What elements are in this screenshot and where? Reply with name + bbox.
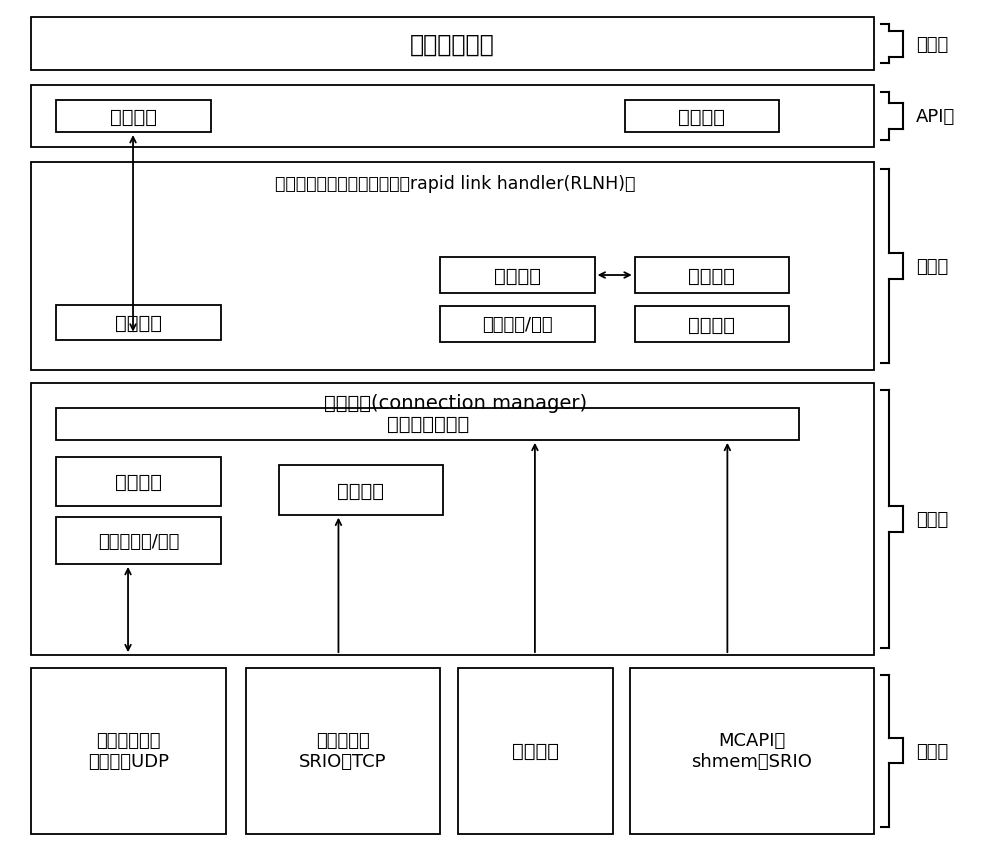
Text: 链接层: 链接层 — [916, 742, 948, 760]
FancyBboxPatch shape — [31, 383, 874, 655]
FancyBboxPatch shape — [56, 518, 221, 564]
FancyBboxPatch shape — [56, 408, 799, 440]
Text: MCAPI：
shmem、SRIO: MCAPI： shmem、SRIO — [691, 732, 812, 770]
Text: 传输层: 传输层 — [916, 510, 948, 528]
FancyBboxPatch shape — [56, 458, 221, 507]
Text: 连接管理(connection manager): 连接管理(connection manager) — [324, 394, 587, 412]
FancyBboxPatch shape — [31, 668, 226, 833]
Text: 会话层: 会话层 — [916, 258, 948, 276]
Text: API层: API层 — [916, 108, 955, 126]
FancyBboxPatch shape — [31, 163, 874, 371]
Text: 地址发布/确认: 地址发布/确认 — [482, 316, 553, 334]
Text: 提供统一方式的会话层管理（rapid link handler(RLNH)）: 提供统一方式的会话层管理（rapid link handler(RLNH)） — [275, 175, 635, 193]
FancyBboxPatch shape — [458, 668, 613, 833]
Text: 连接管理与监督: 连接管理与监督 — [387, 415, 469, 434]
Text: 命名服务: 命名服务 — [494, 266, 541, 285]
Text: 地址解析: 地址解析 — [115, 314, 162, 333]
FancyBboxPatch shape — [31, 86, 874, 147]
Text: 共享内存: 共享内存 — [512, 741, 559, 760]
FancyBboxPatch shape — [440, 258, 595, 294]
FancyBboxPatch shape — [625, 101, 779, 133]
FancyBboxPatch shape — [630, 668, 874, 833]
FancyBboxPatch shape — [56, 101, 211, 133]
Text: 用户应用程序: 用户应用程序 — [410, 32, 495, 57]
Text: 数据分段: 数据分段 — [115, 473, 162, 492]
Text: 连接监督: 连接监督 — [688, 315, 735, 335]
FancyBboxPatch shape — [440, 307, 595, 343]
Text: 不可靠介质：
以太网、UDP: 不可靠介质： 以太网、UDP — [88, 732, 169, 770]
FancyBboxPatch shape — [279, 466, 443, 515]
Text: 管理接口: 管理接口 — [678, 107, 725, 126]
Text: 数据序列化/重传: 数据序列化/重传 — [98, 532, 179, 550]
FancyBboxPatch shape — [635, 258, 789, 294]
FancyBboxPatch shape — [635, 307, 789, 343]
Text: 可靠介质：
SRIO、TCP: 可靠介质： SRIO、TCP — [299, 732, 387, 770]
FancyBboxPatch shape — [56, 305, 221, 341]
Text: 数据分段: 数据分段 — [337, 481, 384, 500]
Text: 应用层: 应用层 — [916, 36, 948, 54]
Text: 连接管理: 连接管理 — [688, 266, 735, 285]
Text: 传输接口: 传输接口 — [110, 107, 157, 126]
FancyBboxPatch shape — [31, 19, 874, 71]
FancyBboxPatch shape — [246, 668, 440, 833]
